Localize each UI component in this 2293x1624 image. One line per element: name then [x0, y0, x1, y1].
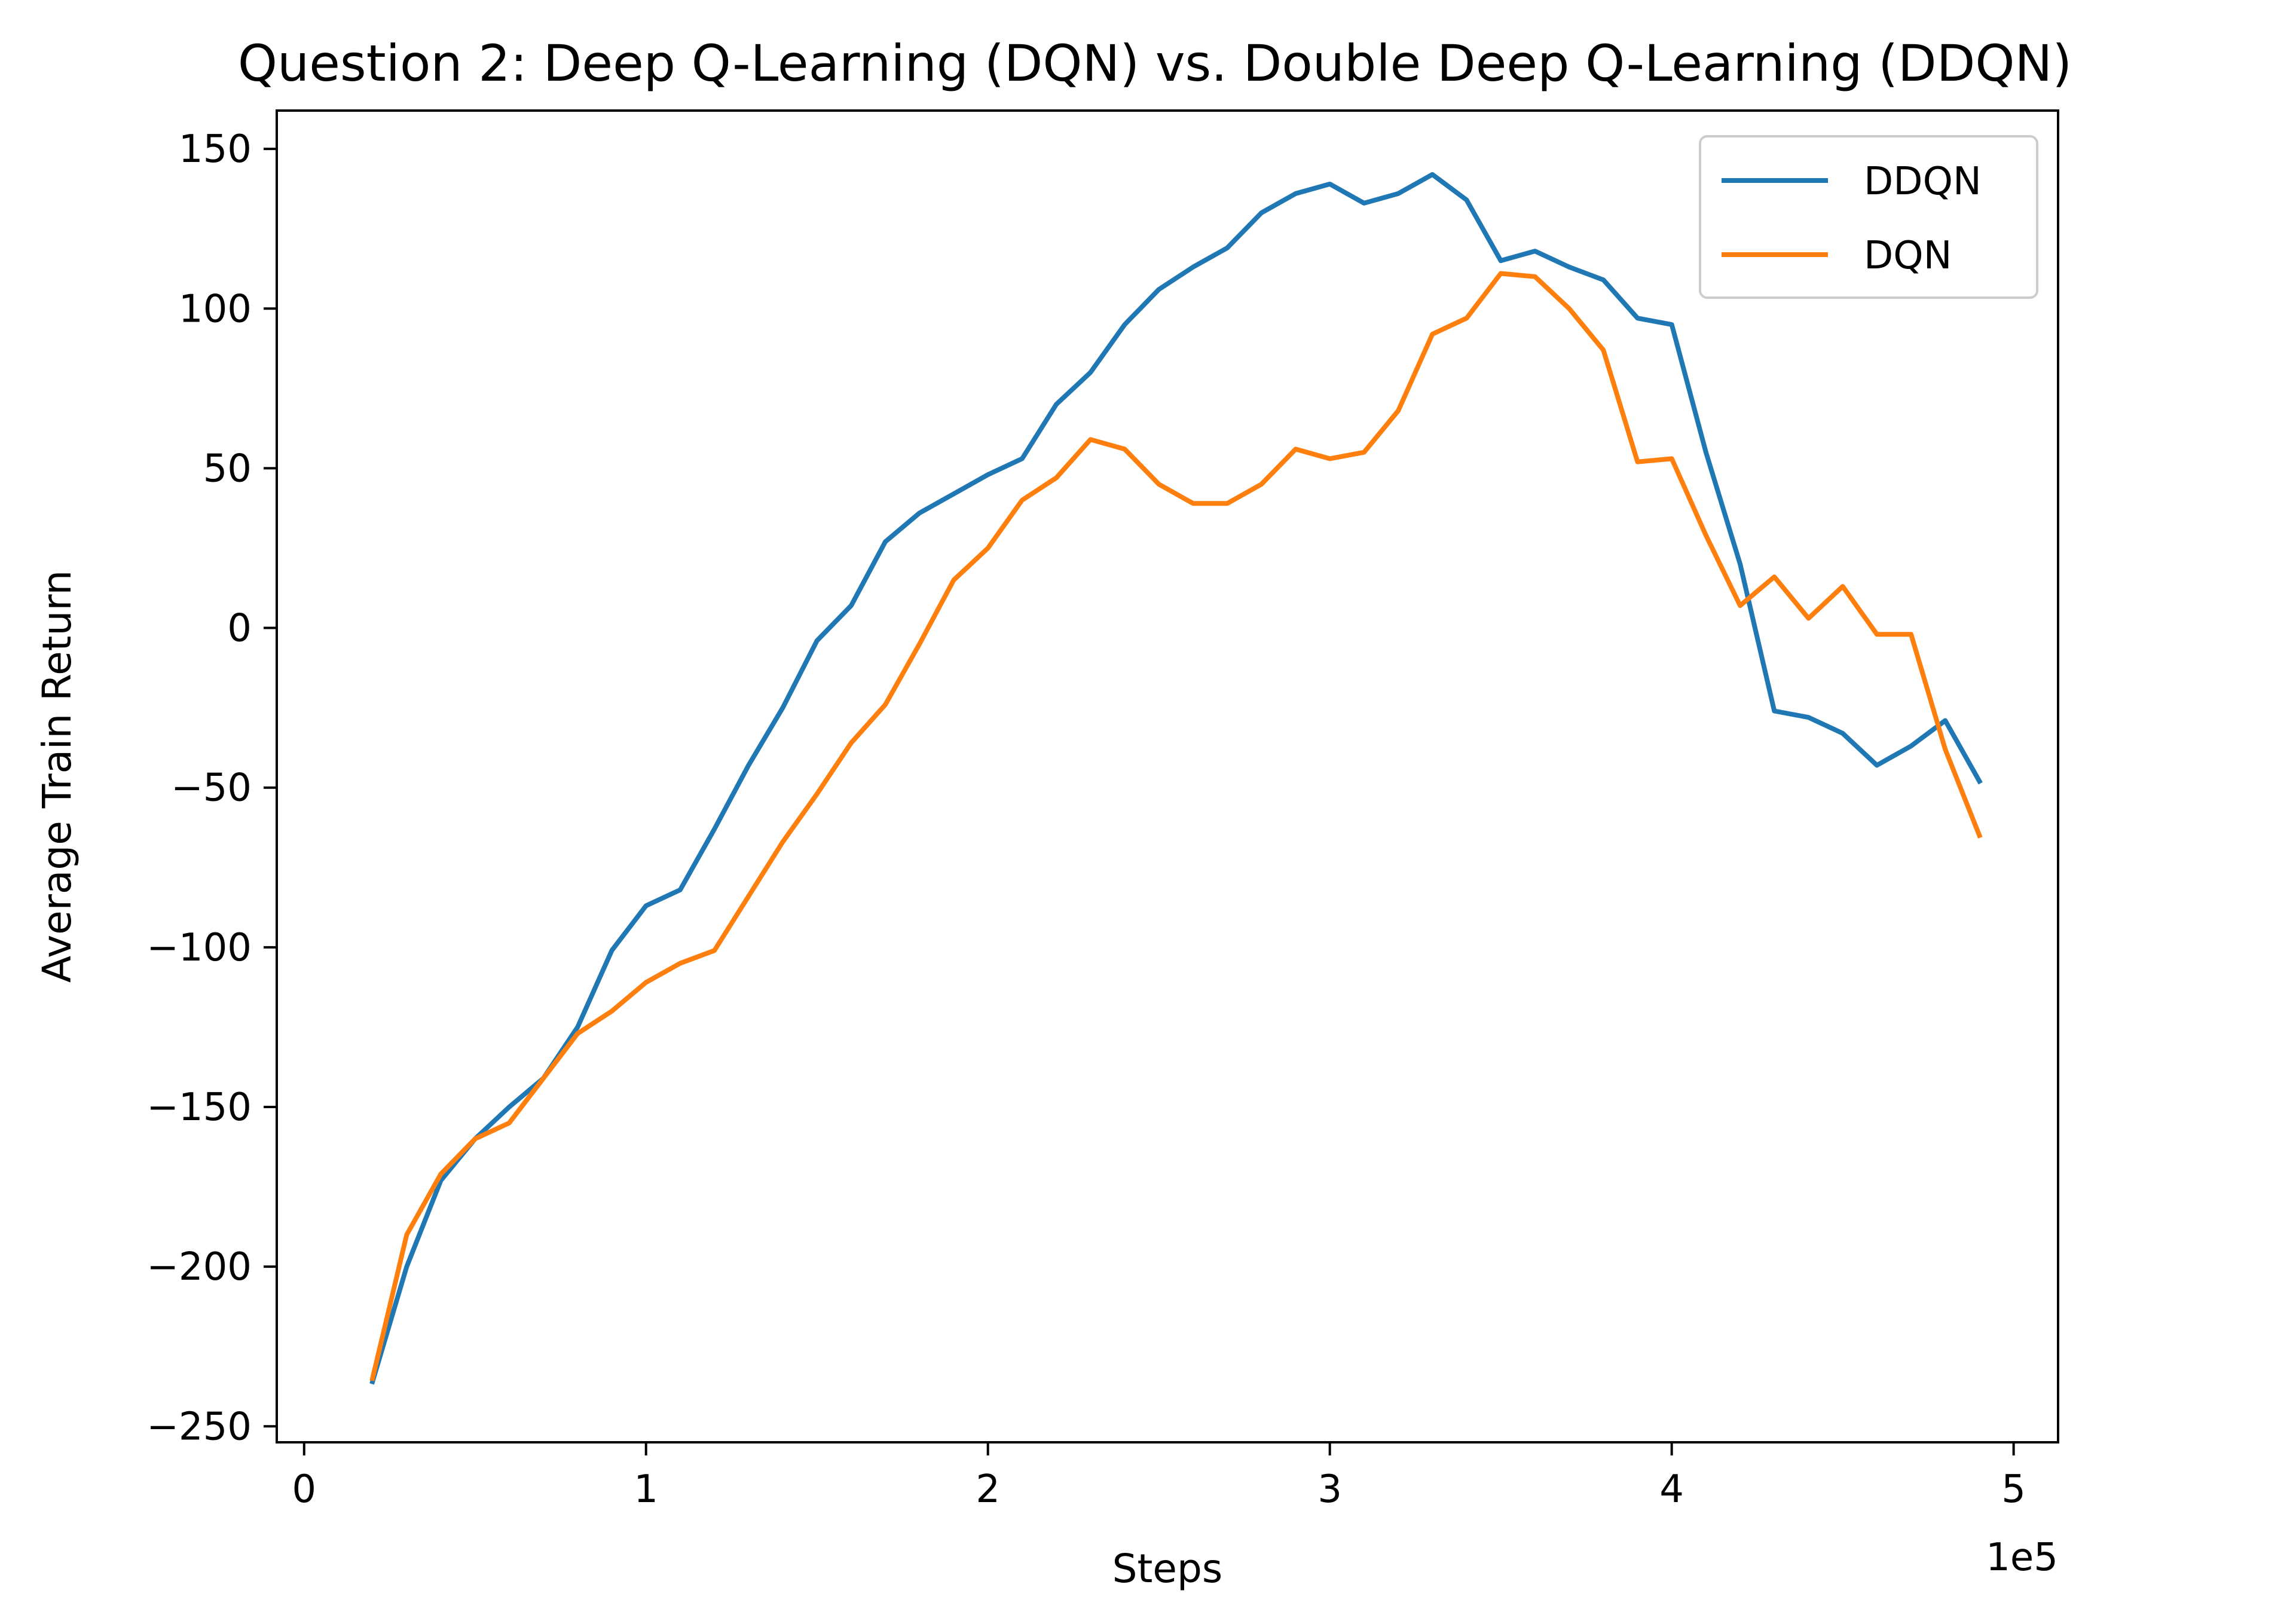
plot-frame [276, 109, 2059, 1443]
y-tick-label: −50 [171, 766, 252, 811]
y-tick-label: 100 [179, 287, 252, 331]
y-tick-label: 50 [203, 446, 252, 491]
chart-title: Question 2: Deep Q-Learning (DQN) vs. Do… [238, 34, 2072, 93]
x-tick-label: 5 [2001, 1467, 2026, 1512]
x-axis-scale-label: 1e5 [1986, 1536, 2058, 1580]
series-line-dqn [369, 271, 1983, 1381]
x-tick-label: 0 [292, 1467, 316, 1512]
x-axis-label: Steps [1112, 1546, 1223, 1592]
y-tick-label: −200 [146, 1245, 252, 1289]
legend-box [1699, 135, 2038, 299]
y-tick-label: −100 [146, 926, 252, 970]
x-tick-label: 1 [634, 1467, 658, 1512]
x-tick-label: 3 [1317, 1467, 1342, 1512]
series-layer [369, 172, 1983, 1385]
y-tick-label: 150 [179, 127, 252, 172]
y-tick-label: −150 [146, 1085, 252, 1130]
y-tick-label: −250 [146, 1405, 252, 1449]
x-tick-label: 4 [1659, 1467, 1684, 1512]
series-line-ddqn [369, 172, 1983, 1385]
x-tick-label: 2 [976, 1467, 1000, 1512]
y-axis-label: Average Train Return [34, 570, 80, 983]
y-tick-label: 0 [227, 607, 252, 651]
x-axis-ticks: 0 1 2 3 4 5 [292, 1442, 2026, 1512]
legend-label-dqn: DQN [1864, 234, 1952, 278]
legend-label-ddqn: DDQN [1864, 160, 1982, 204]
legend: DDQN DQN [1699, 135, 2038, 299]
y-axis-ticks: −250 −200 −150 −100 −50 0 50 100 150 [146, 127, 277, 1449]
